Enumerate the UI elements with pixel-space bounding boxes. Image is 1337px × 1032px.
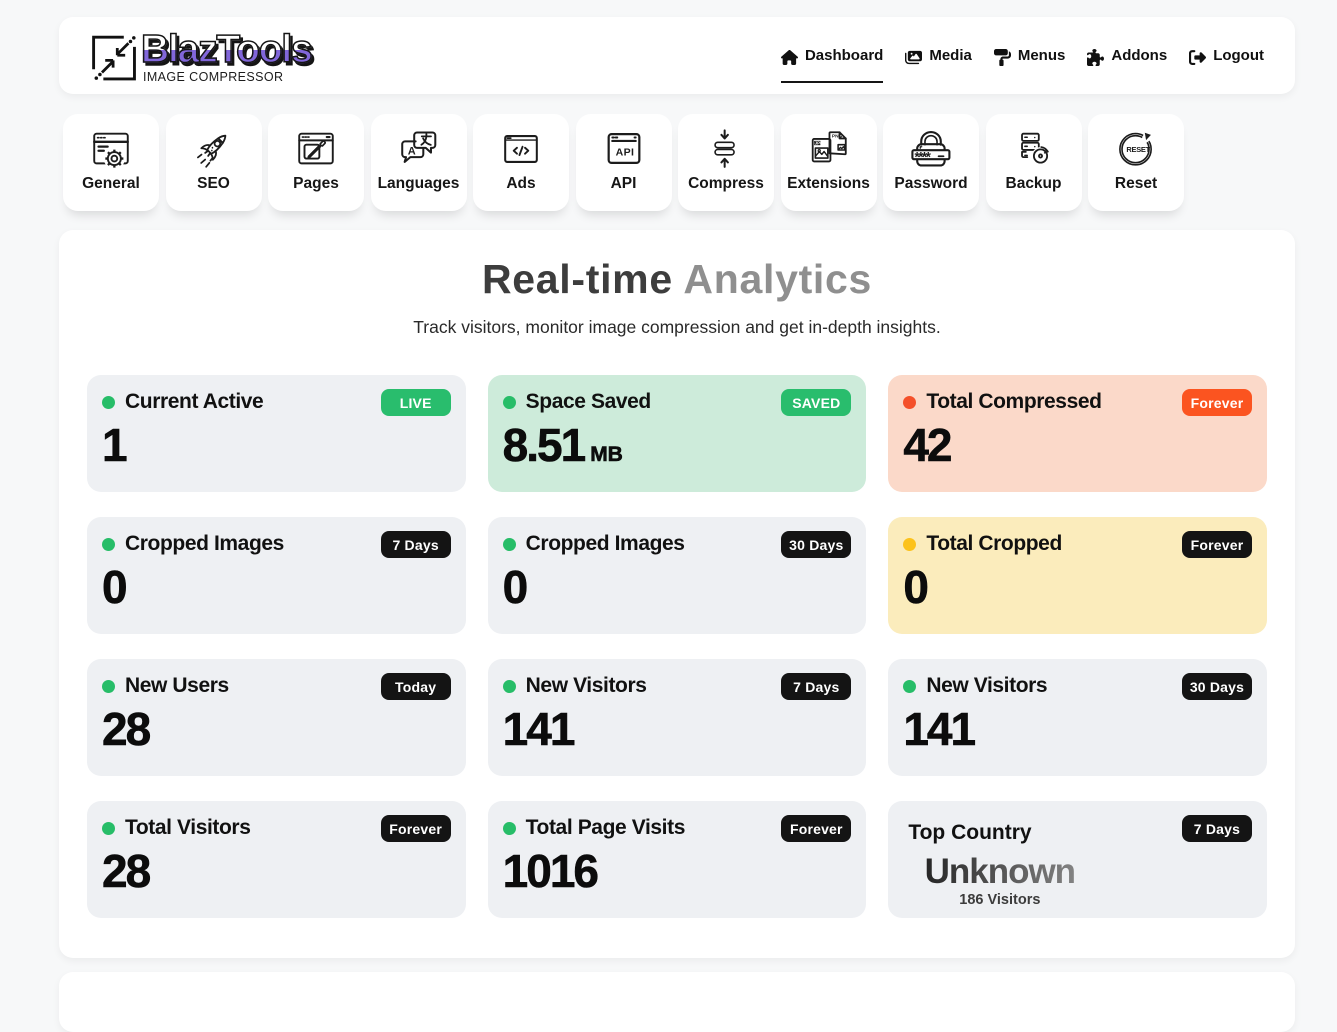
svg-text:API: API — [615, 147, 634, 159]
svg-text:****: **** — [915, 149, 932, 164]
svg-text:PNG: PNG — [831, 134, 842, 140]
svg-text:RESET: RESET — [1126, 145, 1150, 154]
svg-text:A: A — [407, 146, 415, 158]
svg-text:JPG: JPG — [814, 140, 823, 145]
